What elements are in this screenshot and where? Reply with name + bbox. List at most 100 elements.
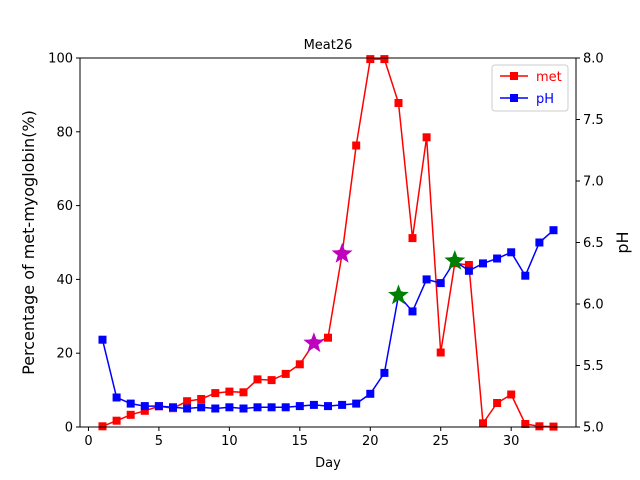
star-markers-layer bbox=[303, 242, 466, 353]
data-point-ph bbox=[197, 403, 206, 412]
data-point-met bbox=[239, 388, 248, 397]
data-point-ph bbox=[422, 275, 431, 284]
x-tick-label: 5 bbox=[155, 434, 163, 449]
data-point-met bbox=[211, 389, 220, 398]
data-point-met bbox=[422, 133, 431, 142]
data-point-met bbox=[464, 261, 473, 269]
data-point-ph bbox=[408, 307, 417, 316]
data-point-met bbox=[197, 395, 206, 403]
series-line-met bbox=[102, 58, 554, 428]
star-marker bbox=[388, 284, 409, 305]
plot-frame bbox=[79, 57, 577, 428]
data-point-met bbox=[436, 348, 445, 357]
data-point-met bbox=[183, 397, 192, 406]
data-point-ph bbox=[309, 400, 318, 409]
data-point-ph bbox=[366, 389, 375, 398]
data-point-ph bbox=[479, 259, 487, 268]
data-point-met bbox=[324, 333, 332, 342]
y-left-axis-ticks: 0 20 40 60 80 100 bbox=[48, 52, 80, 436]
data-point-ph bbox=[112, 393, 121, 402]
y-left-tick-label: 20 bbox=[56, 347, 73, 362]
data-point-ph bbox=[211, 404, 220, 413]
data-point-met bbox=[352, 141, 361, 150]
data-point-met bbox=[408, 234, 417, 243]
data-point-ph bbox=[324, 402, 332, 411]
data-point-ph bbox=[295, 402, 304, 411]
x-tick-label: 30 bbox=[503, 434, 520, 449]
y-left-tick-label: 60 bbox=[56, 199, 73, 214]
legend-ph-marker bbox=[510, 94, 518, 102]
series-line-ph bbox=[101, 229, 554, 410]
y-right-tick-label: 8.0 bbox=[583, 52, 604, 67]
data-point-met bbox=[380, 55, 389, 64]
chart-title: Meat26 bbox=[304, 38, 353, 53]
series-markers-layer bbox=[98, 55, 558, 431]
x-tick-label: 25 bbox=[432, 434, 449, 449]
data-point-met bbox=[281, 369, 290, 378]
data-point-ph bbox=[154, 402, 163, 411]
legend-met-label: met bbox=[536, 70, 562, 85]
data-point-ph bbox=[464, 266, 473, 275]
data-point-met bbox=[493, 399, 502, 407]
star-marker bbox=[331, 242, 353, 263]
data-point-met bbox=[366, 55, 375, 64]
data-point-ph bbox=[436, 279, 445, 288]
data-point-ph bbox=[549, 226, 558, 235]
y-right-tick-label: 6.0 bbox=[583, 298, 604, 313]
data-point-ph bbox=[338, 400, 347, 409]
y-left-tick-label: 0 bbox=[65, 421, 73, 436]
legend-met-marker bbox=[510, 72, 518, 80]
data-point-met bbox=[253, 375, 262, 384]
y-left-tick-label: 100 bbox=[48, 52, 73, 67]
data-point-ph bbox=[493, 254, 502, 263]
x-tick-label: 0 bbox=[84, 434, 92, 449]
data-point-ph bbox=[98, 335, 107, 344]
data-point-ph bbox=[507, 248, 516, 257]
data-point-met bbox=[267, 376, 276, 385]
data-point-met bbox=[126, 410, 135, 419]
y-left-tick-label: 80 bbox=[56, 125, 73, 140]
data-point-ph bbox=[239, 404, 248, 413]
y-right-tick-label: 7.5 bbox=[583, 113, 604, 128]
data-point-ph bbox=[267, 403, 276, 412]
data-point-met bbox=[507, 390, 516, 399]
star-marker bbox=[444, 250, 466, 270]
data-point-ph bbox=[169, 403, 177, 412]
data-point-ph bbox=[140, 402, 149, 411]
data-point-ph bbox=[380, 368, 389, 377]
data-point-ph bbox=[281, 403, 290, 412]
y-left-tick-label: 40 bbox=[56, 273, 73, 288]
data-point-met bbox=[225, 387, 234, 396]
x-axis-label: Day bbox=[315, 456, 341, 471]
data-point-ph bbox=[535, 238, 544, 247]
series-lines-layer bbox=[101, 58, 554, 428]
data-point-ph bbox=[126, 399, 135, 408]
legend-ph-label: pH bbox=[536, 92, 554, 107]
data-point-met bbox=[535, 422, 544, 431]
x-tick-label: 15 bbox=[292, 434, 309, 449]
y-right-tick-label: 7.0 bbox=[583, 175, 604, 190]
x-tick-label: 10 bbox=[221, 434, 238, 449]
data-point-met bbox=[98, 422, 107, 431]
y-right-tick-label: 5.0 bbox=[583, 421, 604, 436]
data-point-met bbox=[295, 360, 304, 369]
y-right-axis-ticks: 5.0 5.5 6.0 6.5 7.0 7.5 8.0 bbox=[576, 52, 604, 436]
data-point-met bbox=[140, 406, 149, 415]
data-point-ph bbox=[253, 403, 262, 412]
y-right-tick-label: 6.5 bbox=[583, 236, 604, 251]
data-point-met bbox=[394, 99, 403, 107]
data-point-ph bbox=[183, 404, 192, 413]
x-axis-ticks: 0 5 10 15 20 25 30 bbox=[84, 427, 519, 449]
y-right-axis-label: pH bbox=[613, 231, 632, 253]
data-point-ph bbox=[352, 399, 361, 408]
y-right-tick-label: 5.5 bbox=[583, 359, 604, 374]
data-point-ph bbox=[521, 271, 530, 280]
star-marker bbox=[303, 332, 325, 353]
data-point-met bbox=[521, 420, 530, 428]
data-point-met bbox=[112, 416, 121, 425]
legend: met pH bbox=[491, 64, 569, 112]
data-point-ph bbox=[225, 403, 234, 412]
y-left-axis-label: Percentage of met-myoglobin(%) bbox=[19, 110, 38, 375]
data-point-met bbox=[479, 419, 487, 428]
